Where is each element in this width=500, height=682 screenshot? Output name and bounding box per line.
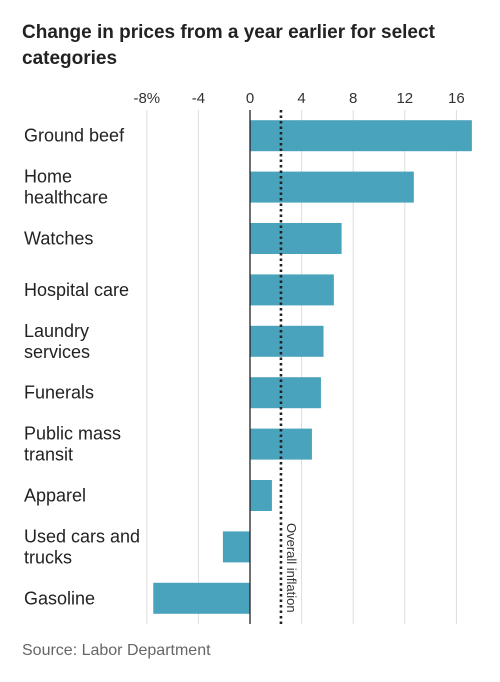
category-label-line: healthcare	[24, 188, 108, 208]
category-label-line: Public mass	[24, 424, 121, 444]
x-tick-label: 8	[349, 90, 357, 107]
category-label-line: Gasoline	[24, 588, 95, 608]
category-label: Watches	[24, 229, 93, 249]
category-label: Home healthcare	[24, 167, 108, 208]
source-note: Source: Labor Department	[22, 642, 211, 659]
bar	[250, 120, 472, 152]
category-label: Apparel	[24, 486, 86, 506]
chart-title: Change in prices from a year earlier for…	[22, 22, 435, 69]
category-label-line: Used cars and	[24, 526, 140, 546]
bar	[250, 325, 324, 357]
x-tick-label: 0	[246, 90, 254, 107]
bar	[250, 223, 342, 254]
category-label: Gasoline	[24, 588, 95, 608]
category-label: Laundry services	[24, 321, 90, 362]
category-label-line: trucks	[24, 547, 72, 567]
category-label: Ground beef	[24, 126, 125, 146]
category-label: Hospital care	[24, 280, 129, 300]
category-label-line: services	[24, 342, 90, 362]
x-tick-label: 16	[448, 90, 465, 107]
category-label-line: Hospital care	[24, 280, 129, 300]
category-label-line: Watches	[24, 229, 93, 249]
bar	[250, 274, 334, 306]
category-label-line: Ground beef	[24, 126, 125, 146]
bar	[250, 480, 272, 511]
category-label-line: Laundry	[24, 321, 89, 341]
category-label: Used cars and trucks	[24, 526, 140, 567]
category-label-line: Home	[24, 167, 72, 187]
category-label-line: Apparel	[24, 486, 86, 506]
bar	[153, 582, 250, 614]
bar	[250, 428, 312, 460]
bar	[222, 531, 250, 563]
x-tick-label: -4	[192, 90, 205, 107]
x-tick-label: -8%	[133, 90, 160, 107]
category-label: Public mass transit	[24, 424, 121, 465]
category-label: Funerals	[24, 383, 94, 403]
bar	[250, 377, 321, 409]
category-label-line: Funerals	[24, 383, 94, 403]
reference-line-label: Overall inflation	[284, 523, 299, 613]
x-tick-label: 4	[297, 90, 305, 107]
x-tick-label: 12	[396, 90, 413, 107]
category-label-line: transit	[24, 445, 73, 465]
bar	[250, 171, 414, 203]
